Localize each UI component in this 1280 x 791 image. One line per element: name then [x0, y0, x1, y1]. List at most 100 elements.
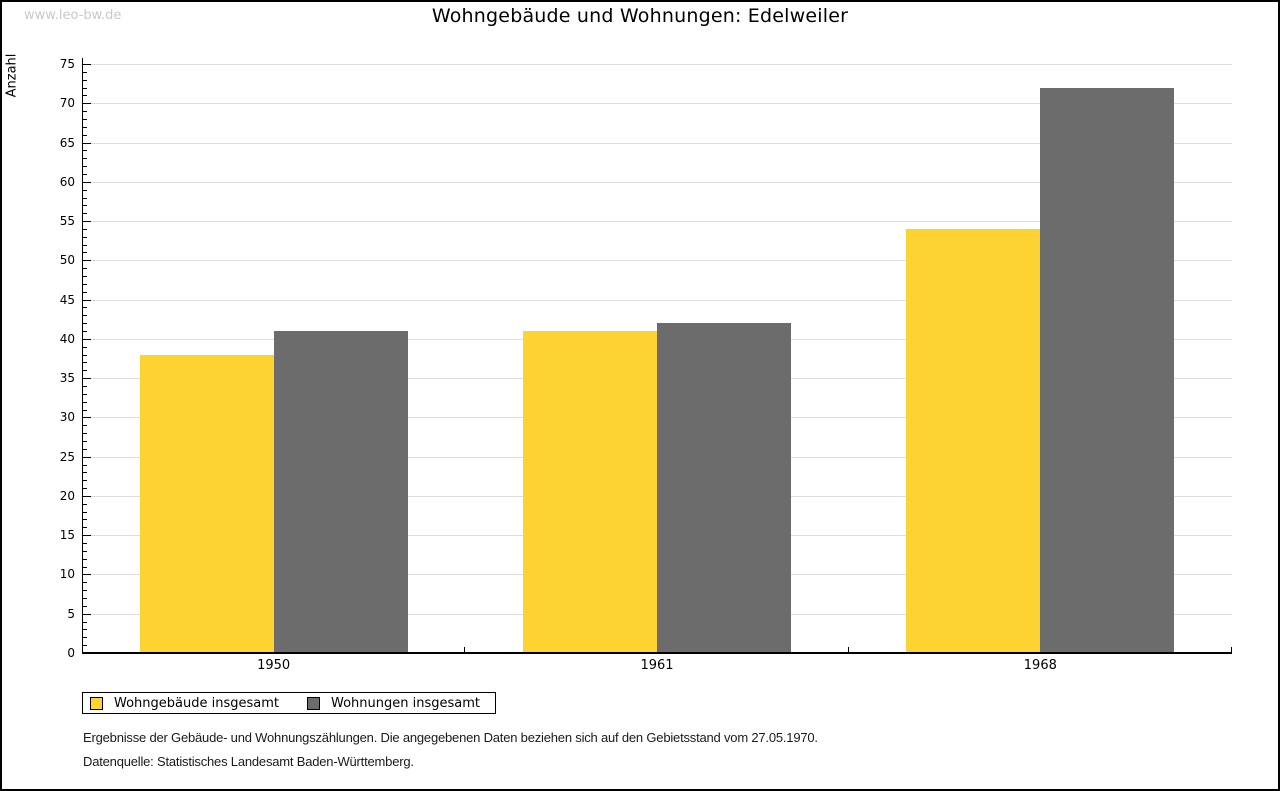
legend-label-wohnungen: Wohnungen insgesamt — [331, 695, 480, 711]
y-minor-tick — [83, 527, 87, 529]
y-tick-label: 65 — [59, 135, 75, 150]
y-tick-label: 55 — [59, 214, 75, 229]
gridline — [83, 142, 1232, 144]
bar-wohngeb-ude-insgesamt-1961 — [523, 331, 657, 653]
y-minor-tick — [83, 433, 87, 435]
gridline — [83, 260, 1232, 262]
y-minor-tick — [83, 126, 87, 128]
y-major-tick — [83, 417, 91, 419]
y-minor-tick — [83, 645, 87, 647]
y-minor-tick — [83, 134, 87, 136]
y-major-tick — [83, 260, 91, 262]
y-major-tick — [83, 181, 91, 183]
x-tick-label: 1950 — [257, 658, 291, 673]
y-minor-tick — [83, 244, 87, 246]
y-minor-tick — [83, 95, 87, 97]
y-minor-tick — [83, 213, 87, 215]
y-major-tick — [83, 299, 91, 301]
y-minor-tick — [83, 629, 87, 631]
x-tick-label: 1968 — [1023, 658, 1057, 673]
y-minor-tick — [83, 464, 87, 466]
x-boundary-tick — [464, 647, 466, 652]
y-tick-label: 35 — [59, 371, 75, 386]
y-major-tick — [83, 456, 91, 458]
y-minor-tick — [83, 488, 87, 490]
y-tick-label: 70 — [59, 96, 75, 111]
y-minor-tick — [83, 331, 87, 332]
y-major-tick — [83, 495, 91, 497]
y-tick-label: 15 — [59, 528, 75, 543]
y-major-tick — [83, 378, 91, 380]
y-minor-tick — [83, 268, 87, 270]
y-minor-tick — [83, 519, 87, 521]
y-minor-tick — [83, 79, 87, 81]
y-tick-label: 60 — [59, 174, 75, 189]
y-minor-tick — [83, 440, 87, 442]
y-minor-tick — [83, 189, 87, 191]
y-minor-tick — [83, 236, 87, 238]
y-minor-tick — [83, 252, 87, 254]
watermark: www.leo-bw.de — [24, 8, 122, 23]
y-minor-tick — [83, 385, 87, 387]
bar-wohngeb-ude-insgesamt-1950 — [139, 354, 274, 653]
y-major-tick — [83, 221, 91, 223]
y-minor-tick — [83, 480, 87, 482]
x-axis-line — [82, 652, 1232, 654]
y-minor-tick — [83, 205, 87, 207]
y-minor-tick — [83, 558, 87, 560]
y-minor-tick — [83, 582, 87, 584]
footnote-gebietsstand: Ergebnisse der Gebäude- und Wohnungszähl… — [83, 730, 818, 745]
y-minor-tick — [83, 150, 87, 152]
y-axis-line — [82, 58, 83, 654]
legend-swatch-wohnungen — [307, 696, 320, 710]
y-minor-tick — [83, 158, 87, 160]
y-minor-tick — [83, 276, 87, 278]
y-tick-label: 10 — [59, 567, 75, 582]
y-minor-tick — [83, 566, 87, 568]
y-major-tick — [83, 613, 91, 615]
y-minor-tick — [83, 197, 87, 199]
y-minor-tick — [83, 307, 87, 309]
y-minor-tick — [83, 425, 87, 427]
legend-label-wohngebaeude: Wohngebäude insgesamt — [114, 695, 279, 711]
y-tick-label: 45 — [59, 292, 75, 307]
y-tick-label: 20 — [59, 488, 75, 503]
y-minor-tick — [83, 323, 87, 325]
y-minor-tick — [83, 393, 87, 395]
y-minor-tick — [83, 283, 87, 285]
y-minor-tick — [83, 621, 87, 623]
y-major-tick — [83, 535, 91, 537]
y-minor-tick — [83, 550, 87, 552]
y-minor-tick — [83, 409, 87, 411]
gridline — [83, 103, 1232, 105]
chart-title: Wohngebäude und Wohnungen: Edelweiler — [431, 5, 849, 27]
y-minor-tick — [83, 71, 87, 73]
y-minor-tick — [83, 543, 87, 545]
legend-swatch-wohngebaeude — [90, 696, 103, 710]
y-minor-tick — [83, 503, 87, 505]
y-minor-tick — [83, 598, 87, 600]
y-minor-tick — [83, 111, 87, 113]
y-minor-tick — [83, 472, 87, 474]
y-major-tick — [83, 103, 91, 105]
x-boundary-tick — [1231, 647, 1232, 652]
y-tick-label: 30 — [59, 410, 75, 425]
y-minor-tick — [83, 166, 87, 168]
y-major-tick — [83, 142, 91, 144]
y-tick-label: 5 — [67, 606, 75, 621]
bar-wohnungen-insgesamt-1968 — [1040, 87, 1175, 653]
y-minor-tick — [83, 590, 87, 592]
y-major-tick — [83, 64, 91, 65]
y-minor-tick — [83, 511, 87, 513]
y-tick-label: 0 — [67, 646, 75, 660]
x-boundary-tick — [847, 647, 849, 652]
y-minor-tick — [83, 370, 87, 372]
bar-wohnungen-insgesamt-1950 — [273, 331, 408, 653]
y-tick-label: 50 — [59, 253, 75, 268]
y-minor-tick — [83, 362, 87, 364]
y-tick-label: 25 — [59, 449, 75, 464]
footnote-datenquelle: Datenquelle: Statistisches Landesamt Bad… — [83, 754, 414, 769]
y-major-tick — [83, 574, 91, 576]
